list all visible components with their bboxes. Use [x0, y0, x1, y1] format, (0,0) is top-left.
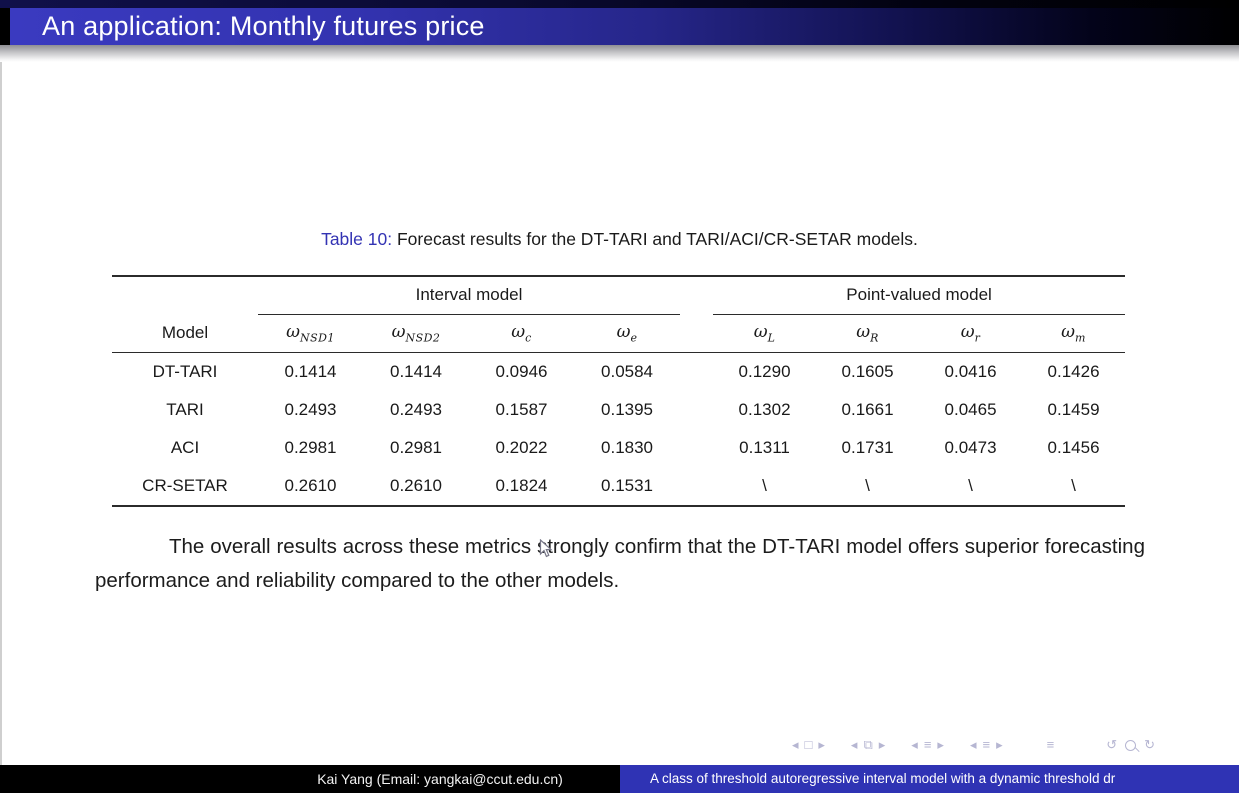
frametitle-bar: An application: Monthly futures price [10, 8, 1239, 45]
table-caption: Table 10: Forecast results for the DT-TA… [0, 229, 1239, 250]
table-row-aci: ACI 0.2981 0.2981 0.2022 0.1830 0.1311 0… [112, 429, 1125, 468]
table-cell: 0.1731 [841, 438, 894, 458]
nav-appendix-menu-icon[interactable]: ≡ [1046, 737, 1055, 752]
table-cell: \ [865, 476, 870, 496]
gap-cell [680, 276, 713, 314]
table-cell: 0.2493 [390, 399, 442, 419]
mouse-cursor-icon [539, 538, 553, 564]
left-edge-line [0, 62, 2, 765]
column-header-omega-nsd2: ωNSD2 [363, 314, 469, 353]
column-header-omega-R: ωR [816, 314, 920, 353]
nav-redo-icon[interactable]: ↻ [1144, 737, 1155, 752]
table-cell: 0.1426 [1047, 361, 1100, 381]
nav-prev-subsection-icon[interactable]: ◂ [969, 737, 977, 752]
forecast-results-table: Interval model Point-valued model Model … [112, 275, 1126, 507]
footer-paper-title-text: A class of threshold autoregressive inte… [650, 771, 1116, 786]
table-cell: 0.1414 [284, 361, 337, 381]
empty-cell [112, 276, 258, 314]
table-cell: 0.1395 [601, 399, 654, 419]
table-cell: 0.2981 [284, 438, 337, 458]
nav-section-menu-icon[interactable]: ≡ [923, 737, 932, 752]
table-group-header-row: Interval model Point-valued model [112, 276, 1126, 315]
table-cell: 0.2493 [284, 399, 337, 419]
column-header-omega-c: ωc [469, 314, 574, 353]
slide-body [0, 62, 1239, 765]
nav-frames-icon[interactable]: ⧉ [863, 737, 873, 752]
gap-cell [680, 352, 713, 391]
table-cell: 0.1414 [390, 361, 442, 381]
table-row-cr-setar: CR-SETAR 0.2610 0.2610 0.1824 0.1531 \ \… [112, 468, 1125, 507]
nav-subsection-menu-icon[interactable]: ≡ [982, 737, 991, 752]
model-name: DT-TARI [152, 361, 218, 381]
table-cell: 0.1290 [738, 361, 791, 381]
column-header-omega-m: ωm [1022, 314, 1126, 353]
table-cell: 0.1824 [495, 476, 548, 496]
table-cell: 0.0584 [601, 361, 654, 381]
table-cell: 0.1531 [601, 476, 654, 496]
table-cell: 0.2022 [495, 438, 548, 458]
model-name: TARI [166, 399, 204, 419]
table-cell: 0.0946 [495, 361, 548, 381]
table-cell: 0.0473 [944, 438, 997, 458]
nav-next-overlay-icon[interactable]: ▸ [878, 737, 886, 752]
nav-frame-icon[interactable]: □ [804, 737, 813, 752]
column-header-omega-nsd1: ωNSD1 [258, 314, 363, 353]
table-cell: 0.1311 [739, 438, 790, 458]
table-cell: 0.0465 [944, 399, 997, 419]
top-frame-strip [0, 0, 1239, 8]
group-header-point: Point-valued model [713, 276, 1126, 315]
table-cell: 0.0416 [944, 361, 997, 381]
nav-search-icon[interactable] [1125, 739, 1137, 751]
table-row-tari: TARI 0.2493 0.2493 0.1587 0.1395 0.1302 … [112, 391, 1125, 430]
column-header-omega-r: ωr [919, 314, 1023, 353]
group-header-interval: Interval model [258, 276, 681, 315]
table-cell: 0.2610 [390, 476, 442, 496]
column-header-omega-L: ωL [713, 314, 817, 353]
nav-prev-frame-icon[interactable]: ◂ [792, 737, 799, 752]
table-cell: \ [762, 476, 767, 496]
nav-undo-icon[interactable]: ↺ [1106, 737, 1118, 752]
table-cell: 0.2981 [390, 438, 442, 458]
title-shadow [0, 45, 1239, 62]
table-caption-text: Forecast results for the DT-TARI and TAR… [396, 229, 918, 249]
column-header-model: Model [112, 314, 258, 353]
footer-paper-title-section: A class of threshold autoregressive inte… [620, 765, 1239, 793]
nav-prev-section-icon[interactable]: ◂ [911, 737, 918, 752]
conclusion-paragraph: The overall results across these metrics… [95, 535, 1145, 592]
model-name: CR-SETAR [142, 476, 228, 496]
table-row-dt-tari: DT-TARI 0.1414 0.1414 0.0946 0.0584 0.12… [112, 352, 1125, 391]
gap-cell [680, 314, 714, 353]
nav-next-frame-icon[interactable]: ▸ [818, 737, 825, 752]
nav-next-subsection-icon[interactable]: ▸ [996, 737, 1003, 752]
gap-cell [680, 468, 713, 507]
footer-author-section: Kai Yang (Email: yangkai@ccut.edu.cn) [0, 765, 620, 793]
beamer-navigation-bar: ◂ □ ▸ ◂ ⧉ ▸ ◂ ≡ ▸ ◂ ≡ ▸ ≡ ↺ ↻ [792, 735, 1155, 755]
frame-title: An application: Monthly futures price [42, 11, 485, 41]
table-cell: 0.1605 [841, 361, 894, 381]
gap-cell [680, 391, 713, 430]
nav-prev-overlay-icon[interactable]: ◂ [850, 737, 858, 752]
table-cell: 0.1456 [1047, 438, 1100, 458]
table-cell: 0.1459 [1047, 399, 1100, 419]
table-cell: 0.1302 [738, 399, 791, 419]
model-name: ACI [170, 438, 200, 458]
table-cell: \ [1071, 476, 1076, 496]
table-cell: 0.1661 [841, 399, 894, 419]
table-caption-label: Table 10: [321, 229, 393, 249]
table-cell: 0.2610 [284, 476, 337, 496]
table-cell: 0.1830 [601, 438, 654, 458]
table-header-row: Model ωNSD1 ωNSD2 ωc ωe ωL ωR ωr ωm [112, 314, 1126, 353]
column-header-omega-e: ωe [574, 314, 681, 353]
table-cell: 0.1587 [495, 399, 548, 419]
footer-author-text: Kai Yang (Email: yangkai@ccut.edu.cn) [317, 771, 563, 787]
gap-cell [680, 429, 713, 468]
table-cell: \ [968, 476, 973, 496]
nav-next-section-icon[interactable]: ▸ [937, 737, 944, 752]
